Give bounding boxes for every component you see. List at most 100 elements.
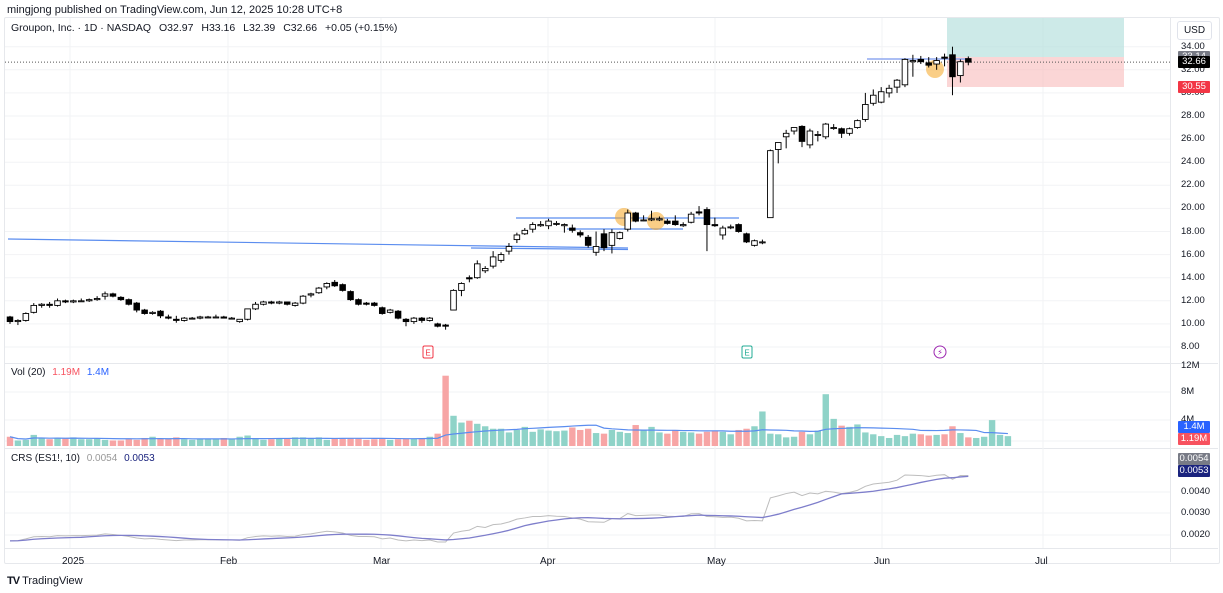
volume-bar [545,430,552,446]
tradingview-brand[interactable]: TV TradingView [7,575,83,587]
price-tick: 14.00 [1181,271,1205,283]
crs-tick: 0.0030 [1181,507,1211,518]
volume-bar [695,433,703,446]
candle-body [877,91,885,103]
candle-body [941,56,948,59]
volume-bar [291,437,299,446]
open-value: O32.97 [158,22,194,34]
volume-bar [93,438,101,446]
volume-title[interactable]: Vol (20) [11,367,46,378]
long-position-target-zone [947,18,1124,57]
crs-title[interactable]: CRS (ES1!, 10) [11,453,80,464]
price-tick: 18.00 [1181,225,1205,237]
currency-button[interactable]: USD [1177,21,1212,40]
volume-bar [996,434,1004,446]
time-label: Jul [1035,556,1048,567]
volume-bar [101,439,109,446]
volume-bar [30,434,37,446]
volume-bar [648,426,655,446]
candle-body [70,300,77,303]
volume-bar [284,438,291,446]
candle-body [204,316,212,319]
earnings-event-icon [422,345,434,359]
candle-body [798,125,806,142]
pane-divider-volume[interactable] [5,363,1218,364]
volume-bar [798,431,806,446]
candle-body [901,58,909,86]
low-value: L32.39 [243,22,276,34]
volume-bar [854,424,861,446]
volume-bar [14,440,22,446]
volume-bar [355,438,362,446]
volume-bar [616,431,624,446]
candle-body [664,220,671,224]
candle-body [703,209,711,226]
volume-bar [125,439,132,446]
candle-body [711,224,719,227]
volume-tick: 8M [1181,386,1195,397]
volume-bar [252,438,259,446]
volume-bar [474,423,481,446]
time-label: Feb [220,556,238,567]
candle-body [909,60,917,63]
symbol-name[interactable]: Groupon, Inc. · 1D · NASDAQ [11,22,152,34]
candle-body [363,302,370,305]
time-label: May [707,556,726,567]
candle-body [196,316,204,319]
candle-body [466,277,473,280]
candle-body [30,304,38,313]
volume-bar [584,428,592,446]
volume-bar [299,437,307,446]
candle-body [656,218,663,221]
price-tick: 16.00 [1181,248,1205,260]
crs-ma-line [9,475,969,542]
candle-body [54,300,61,306]
volume-bar [592,433,600,446]
volume-bar [141,437,148,446]
volume-bar [228,439,235,446]
volume-bar [656,432,663,446]
volume-bar [466,420,473,446]
volume-bar [117,440,125,446]
volume-bar [743,428,750,446]
volume-bar [86,439,93,446]
candle-body [188,317,196,320]
candle-body [315,287,323,294]
volume-bar [165,438,172,446]
volume-bar [204,439,212,446]
time-label: Jun [874,556,891,567]
volume-bar [323,439,330,446]
candle-body [949,54,956,78]
price-tick: 34.00 [1181,40,1205,52]
candle-body [291,302,299,306]
candle-body [149,311,156,314]
volume-bar [814,430,822,446]
volume-tag: 1.4M [1178,421,1210,433]
candle-body [870,94,877,104]
candle-body [180,317,188,321]
candle-body [458,283,465,291]
candle-body [450,289,457,311]
candle-body [561,224,568,227]
price-tick: 20.00 [1181,202,1205,214]
candle-body [394,310,402,319]
crs-line [9,474,969,543]
candle-body [14,319,22,323]
volume-bar [497,428,505,446]
volume-bar [220,437,228,446]
candle-body [774,142,782,150]
volume-bar [363,439,370,446]
candle-body [695,211,703,214]
candle-body [220,316,228,319]
pane-divider-crs[interactable] [5,448,1218,449]
candle-body [965,58,972,63]
volume-bar [109,440,117,446]
candle-body [418,317,426,321]
candle-body [727,226,734,229]
candle-body [751,240,758,246]
volume-ma-value: 1.4M [86,367,110,378]
candle-body [347,291,354,301]
candle-body [157,310,164,317]
volume-bar [505,432,513,446]
